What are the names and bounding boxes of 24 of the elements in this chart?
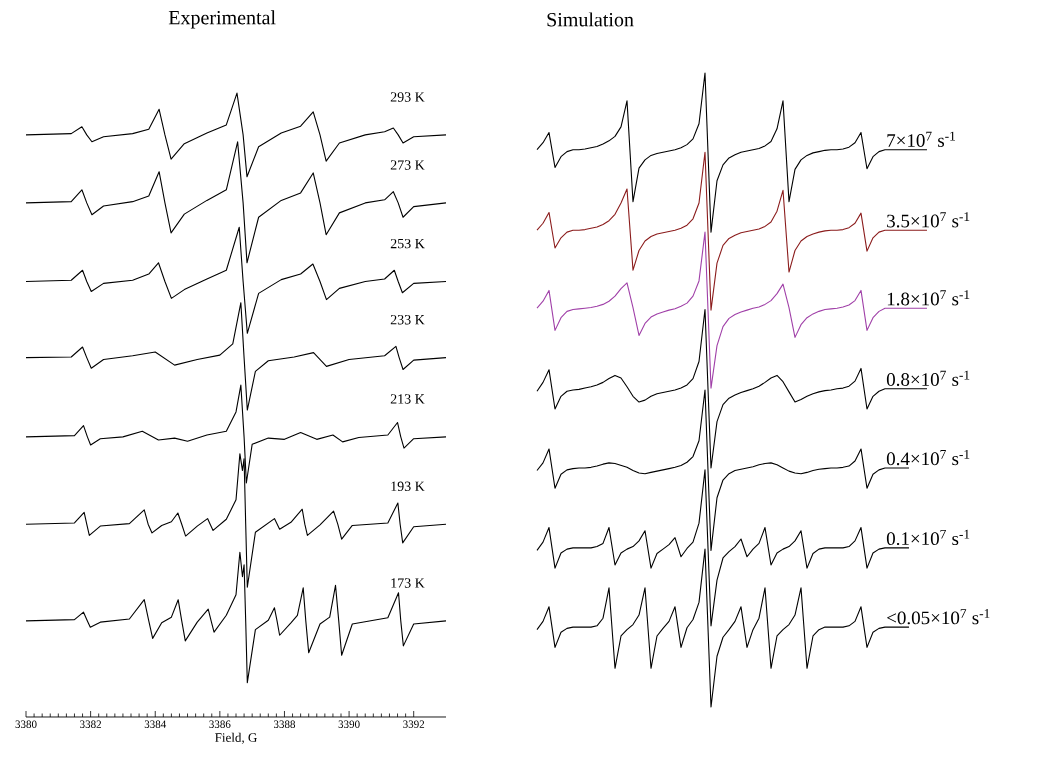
x-tick-label: 3388 <box>274 720 296 728</box>
x-tick-label: 3380 <box>15 720 37 728</box>
x-tick-label: 3386 <box>209 720 231 728</box>
x-tick-label: 3390 <box>338 720 360 728</box>
series-label: 1.8×10$^{7}$ s$^{-1}$ <box>887 290 970 306</box>
x-axis-title: Field, G <box>215 732 257 744</box>
x-tick-label: 3392 <box>403 720 425 728</box>
series-label: 173 K <box>391 578 425 588</box>
series-label: 7×10$^{7}$ s$^{-1}$ <box>887 131 955 147</box>
series-label: 193 K <box>391 481 425 492</box>
series-label: 3.5×10$^{7}$ s$^{-1}$ <box>887 212 970 228</box>
x-tick-label: 3384 <box>144 720 167 728</box>
series-label: 273 K <box>390 160 425 170</box>
series-label: 213 K <box>390 394 425 404</box>
series-label: <0.05×10$^{7}$ s$^{-1}$ <box>887 609 990 625</box>
series-label: 293 K <box>390 92 425 102</box>
series-label: 233 K <box>390 315 425 325</box>
series-label: 253 K <box>390 238 425 249</box>
chart-title: Experimental <box>168 10 276 29</box>
series-label: 0.8×10$^{7}$ s$^{-1}$ <box>886 370 970 386</box>
chart-title: Simulation <box>547 12 634 27</box>
x-tick-label: 3382 <box>80 720 102 728</box>
series-label: 0.1×10$^{7}$ s$^{-1}$ <box>886 529 970 546</box>
series-label: 0.4×10$^{7}$ s$^{-1}$ <box>886 449 970 466</box>
